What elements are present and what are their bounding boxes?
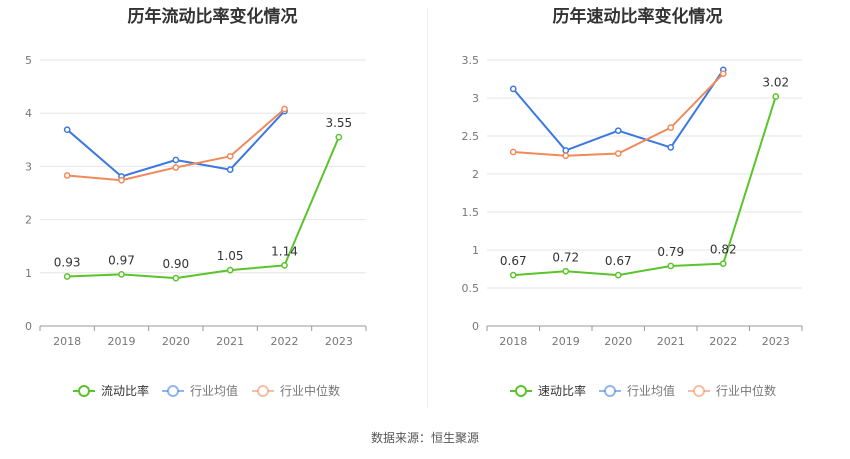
data-point [509,85,517,93]
data-point [226,152,234,160]
data-point [772,93,780,100]
legend-marker [257,385,269,397]
y-tick-label: 0 [25,320,32,333]
data-point [172,274,180,282]
chart-title-current-ratio: 历年流动比率变化情况 [127,7,298,27]
chart-panel-1: 0 0.5 1 1.5 2 2.5 3 3.5 2018 2019 2020 2021 2022 2023… [462,54,803,398]
x-tick-label: 2018 [53,335,81,348]
x-tick-label: 2019 [108,335,136,348]
y-tick-label: 1 [25,267,32,280]
legend-marker [78,385,90,397]
data-label: 0.67 [500,254,527,268]
legend-item-1: 行业均值 [162,383,238,398]
y-tick-label: 4 [25,107,32,120]
legend-label: 行业均值 [627,383,675,398]
data-point [335,133,343,141]
data-point [172,164,180,171]
data-point [562,267,570,275]
data-point [509,271,517,279]
y-tick-label: 3 [25,160,32,173]
legend-item-2: 行业中位数 [688,383,776,398]
data-point [172,156,180,164]
data-point [118,176,125,184]
series-line-1 [512,69,725,152]
data-label: 0.90 [162,257,189,271]
data-point [226,266,234,274]
data-point [562,147,570,154]
data-label: 0.82 [710,243,737,257]
legend-marker [167,385,179,397]
x-tick-label: 2022 [709,335,737,348]
data-point [667,144,675,151]
y-tick-label: 3.5 [462,54,480,67]
y-tick-label: 2.5 [462,130,480,143]
y-tick-label: 2 [472,168,479,181]
legend-marker [604,385,616,397]
data-label: 0.72 [552,250,579,264]
legend-item-1: 行业均值 [599,383,675,398]
charts-canvas: 0 1 2 3 4 5 2018 2019 2020 2021 2022 2023 0.93 0.97 0.… [25,54,803,398]
x-tick-label: 2020 [162,335,190,348]
legend-label: 行业均值 [190,383,238,398]
x-tick-label: 2021 [657,335,685,348]
data-label: 3.55 [325,116,352,130]
data-label: 0.79 [657,245,684,259]
legend-marker [515,385,527,397]
legend-item-0: 速动比率 [510,383,586,398]
data-point [509,148,517,156]
data-point [614,271,622,279]
y-tick-label: 2 [25,214,32,227]
data-label: 1.05 [217,249,244,263]
data-point [562,152,570,160]
legend-item-2: 行业中位数 [252,383,340,398]
series-line-0 [67,136,340,280]
data-label: 0.93 [54,256,81,270]
data-point [667,262,675,270]
panel-divider [427,8,428,408]
x-tick-label: 2022 [271,335,299,348]
legend-marker [693,385,705,397]
data-source-note: 数据来源：恒生聚源 [370,431,479,445]
y-tick-label: 3 [472,92,479,105]
y-tick-label: 1.5 [462,206,480,219]
chart-panel-0: 0 1 2 3 4 5 2018 2019 2020 2021 2022 2023 0.93 0.97 0.… [25,54,367,398]
data-point [614,127,622,135]
legend-item-0: 流动比率 [73,383,149,398]
x-tick-label: 2019 [552,335,580,348]
data-label: 0.97 [108,253,135,267]
y-tick-label: 0.5 [462,282,480,295]
legend-label: 速动比率 [538,383,586,398]
data-label: 0.67 [605,254,632,268]
data-point [614,150,622,157]
data-point [63,273,71,280]
legend-label: 行业中位数 [280,383,340,398]
y-tick-label: 1 [472,244,479,257]
data-point [667,124,675,131]
data-point [281,105,288,113]
data-point [719,260,727,268]
chart-title-quick-ratio: 历年速动比率变化情况 [552,7,723,27]
x-tick-label: 2023 [325,335,353,348]
data-point [226,166,234,173]
data-label: 1.14 [271,244,298,258]
data-point [719,70,727,78]
data-point [281,262,288,269]
x-tick-label: 2023 [762,335,790,348]
y-tick-label: 0 [472,320,479,333]
data-point [63,172,71,179]
legend-label: 流动比率 [101,383,149,398]
legend-label: 行业中位数 [716,383,776,398]
x-tick-label: 2020 [604,335,632,348]
y-tick-label: 5 [25,54,32,67]
series-line-0 [513,96,777,277]
data-label: 3.02 [762,75,789,89]
data-point [63,126,71,134]
x-tick-label: 2021 [216,335,244,348]
data-point [118,271,125,278]
x-tick-label: 2018 [499,335,527,348]
